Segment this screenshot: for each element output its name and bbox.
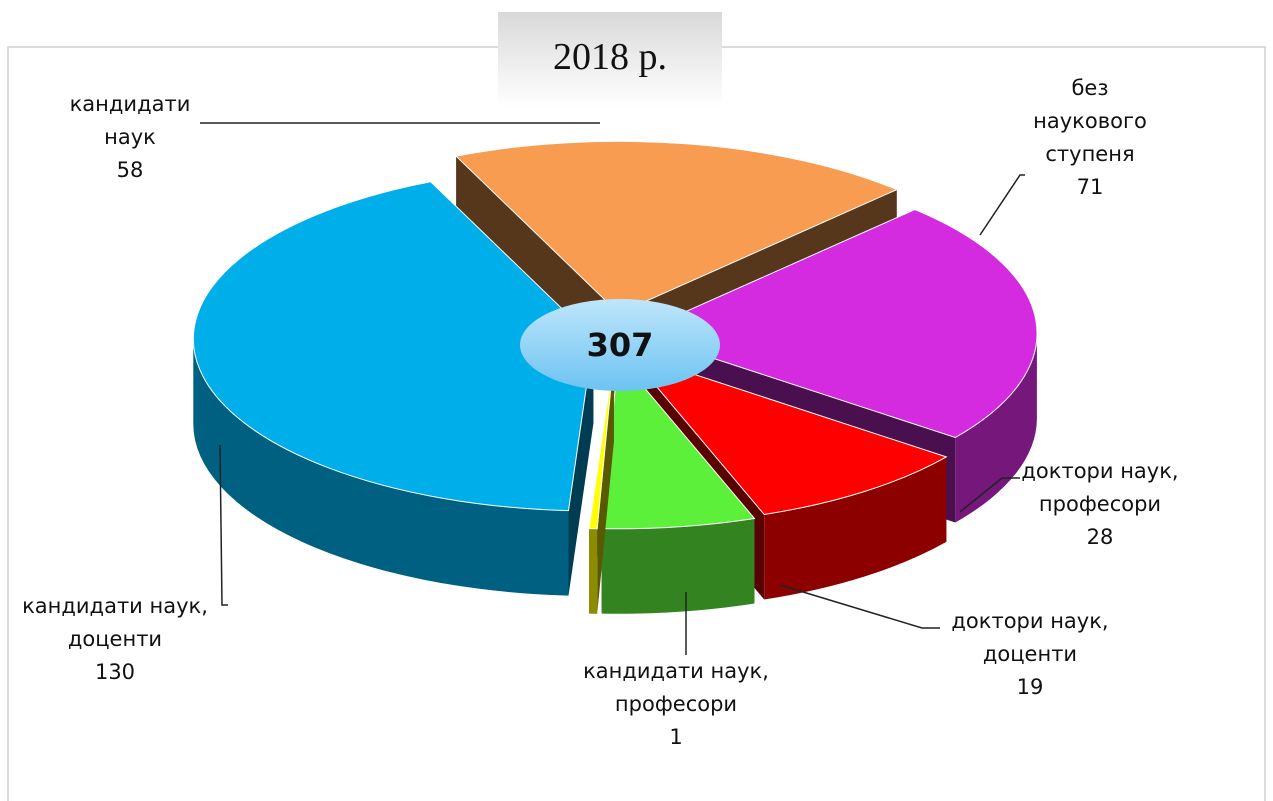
label-name: кандидати наук, доценти [22, 594, 208, 651]
data-label: доктори наук, доценти 19 [935, 605, 1125, 704]
chart-title: 2018 р. [498, 12, 722, 107]
slice-wall [589, 528, 598, 614]
data-label: кандидати наук, доценти 130 [5, 590, 225, 689]
label-value: 71 [1076, 175, 1104, 199]
slice-wall [764, 456, 947, 600]
label-value: 19 [1016, 675, 1044, 699]
center-label: 307 [587, 326, 654, 364]
leader-line [979, 174, 1025, 236]
slice-wall [955, 333, 1037, 523]
label-value: 130 [94, 660, 136, 684]
slice-wall [193, 338, 569, 596]
pie [192, 140, 1038, 614]
slice [455, 140, 899, 314]
label-value: 58 [116, 158, 144, 182]
slice [626, 351, 948, 516]
slice [601, 355, 756, 530]
data-label: без наукового ступеня 71 [1030, 72, 1150, 204]
data-label: кандидати наук, професори 1 [566, 655, 786, 754]
label-value: 1 [669, 725, 683, 749]
leader-line [779, 584, 940, 629]
label-name: доктори наук, професори [1021, 459, 1179, 516]
label-value: 28 [1086, 525, 1114, 549]
data-label: кандидати наук 58 [60, 88, 200, 187]
label-name: кандидати наук [69, 92, 191, 149]
center-badge [520, 299, 720, 391]
leader-lines [200, 122, 1025, 655]
leader-line [219, 444, 228, 606]
slice [588, 356, 615, 530]
slice [192, 181, 594, 512]
label-name: доктори наук, доценти [951, 609, 1109, 666]
slice [635, 209, 1038, 439]
label-name: кандидати наук, професори [583, 659, 769, 716]
slice-wall [601, 518, 755, 614]
label-name: без наукового ступеня [1033, 76, 1147, 166]
leader-line [959, 477, 1020, 513]
data-label: доктори наук, професори 28 [1010, 455, 1190, 554]
